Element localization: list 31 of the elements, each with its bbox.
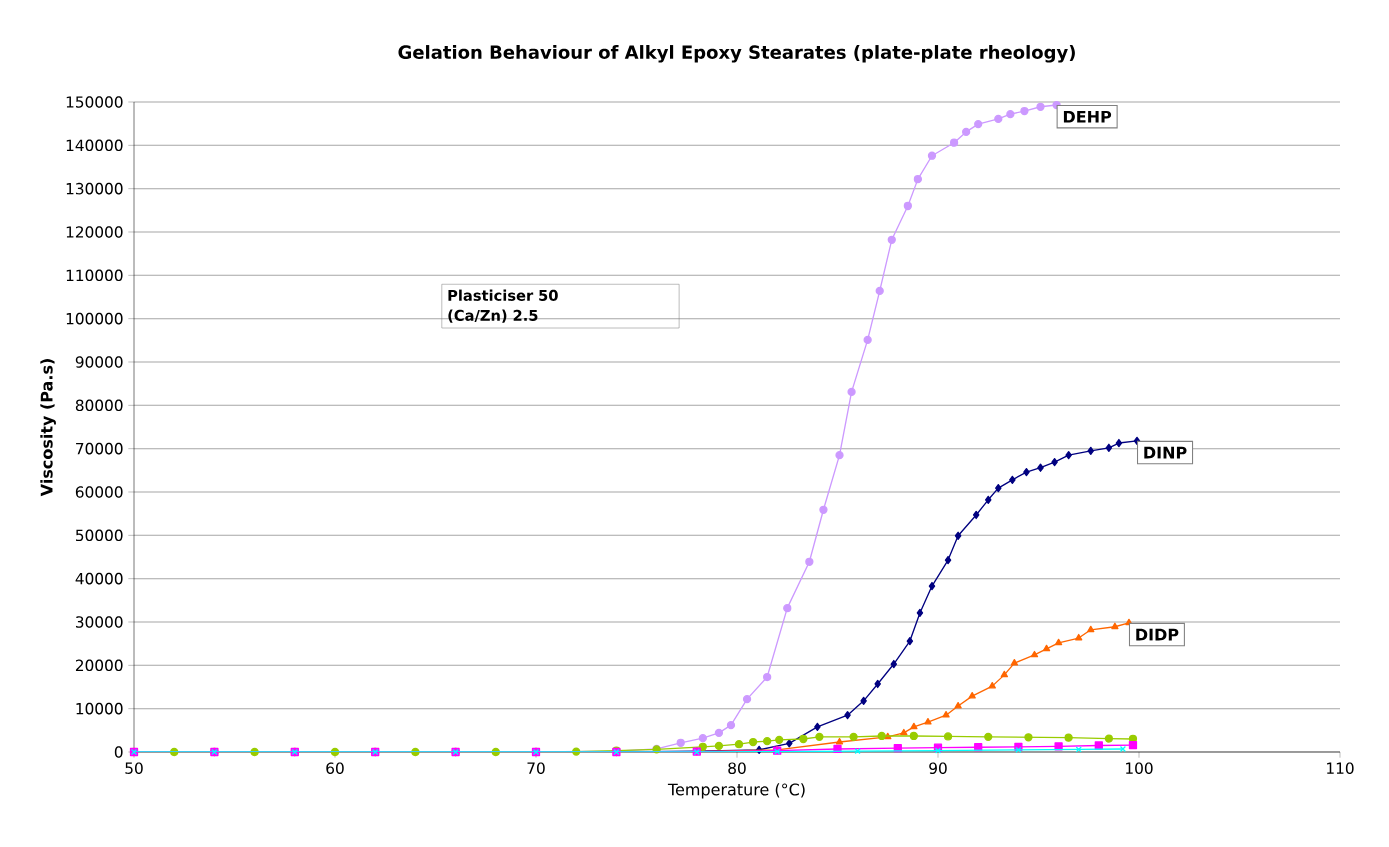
y-axis-title: Viscosity (Pa.s) xyxy=(40,359,56,497)
y-tick-label: 0 xyxy=(114,746,123,758)
x-tick-label: 80 xyxy=(728,762,746,774)
y-tick-label: 80000 xyxy=(75,399,123,412)
x-tick-label: 60 xyxy=(326,762,344,774)
y-tick-label: 150000 xyxy=(66,96,123,108)
chart-title: Gelation Behaviour of Alkyl Epoxy Stearates (plate-plate rheology) xyxy=(398,45,1075,63)
y-tick-label: 100000 xyxy=(66,312,123,325)
x-tick-label: 110 xyxy=(1327,762,1354,774)
x-tick-label: 70 xyxy=(527,762,545,774)
y-tick-label: 110000 xyxy=(66,269,123,282)
y-tick-label: 130000 xyxy=(66,182,123,195)
y-tick-label: 70000 xyxy=(76,442,123,455)
y-tick-label: 50000 xyxy=(76,529,123,542)
x-axis-title: Temperature (°C) xyxy=(667,783,805,799)
annotation: (Ca/Zn) 2.5 xyxy=(448,309,538,323)
y-tick-label: 20000 xyxy=(75,659,123,672)
x-tick-label: 100 xyxy=(1126,762,1153,774)
y-tick-label: 30000 xyxy=(75,616,123,628)
y-tick-label: 40000 xyxy=(75,572,123,585)
series-label: DINP xyxy=(1144,446,1187,459)
y-tick-label: 120000 xyxy=(66,226,123,238)
series-label: DEHP xyxy=(1063,110,1112,123)
x-tick-label: 50 xyxy=(125,762,143,774)
series-label: DIDP xyxy=(1136,628,1179,641)
x-tick-label: 90 xyxy=(929,762,947,774)
y-tick-label: 60000 xyxy=(75,486,123,498)
y-tick-label: 140000 xyxy=(66,139,123,152)
annotation: Plasticiser 50 xyxy=(448,289,558,301)
y-tick-label: 90000 xyxy=(75,356,123,368)
y-tick-label: 10000 xyxy=(76,702,123,715)
